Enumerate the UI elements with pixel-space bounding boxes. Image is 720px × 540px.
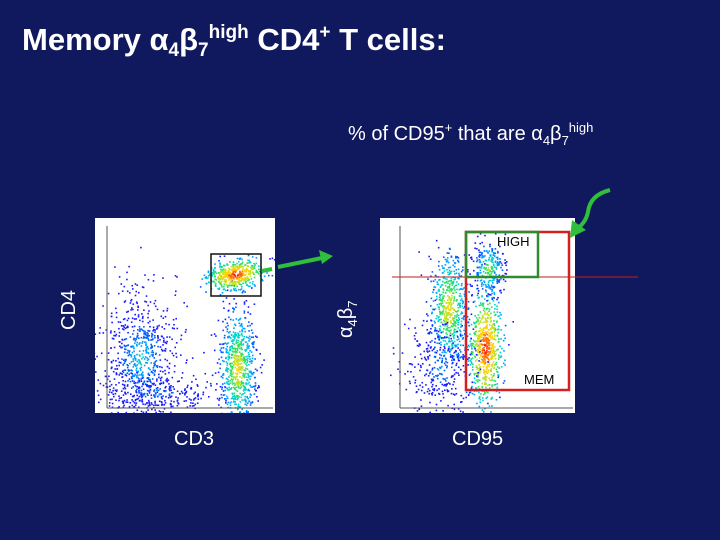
- high-gate-label: HIGH: [497, 234, 530, 249]
- transfer-arrow-tail: [261, 267, 273, 273]
- high-pointer-arrow-head: [570, 220, 586, 238]
- transfer-arrow: [277, 256, 323, 269]
- slide-subtitle: % of CD95+ that are α4β7high: [348, 120, 594, 148]
- high-gate: [464, 230, 540, 279]
- slide-title: Memory α4β7high CD4+ T cells:: [22, 22, 446, 61]
- mem-gate: [464, 230, 571, 392]
- plot2-x-label: CD95: [452, 428, 504, 450]
- flow-plot-a4b7-cd95: [380, 218, 575, 413]
- mem-gate-label: MEM: [524, 372, 555, 387]
- plot1-svg: [95, 226, 275, 413]
- plot1-x-label: CD3: [174, 428, 215, 450]
- flow-plot-cd4-cd3: [95, 218, 275, 413]
- plot1-gate-box: [210, 253, 262, 297]
- plot1-dots: [95, 246, 275, 413]
- transfer-arrow-head: [319, 250, 333, 264]
- high-pointer-arrow: [576, 188, 611, 230]
